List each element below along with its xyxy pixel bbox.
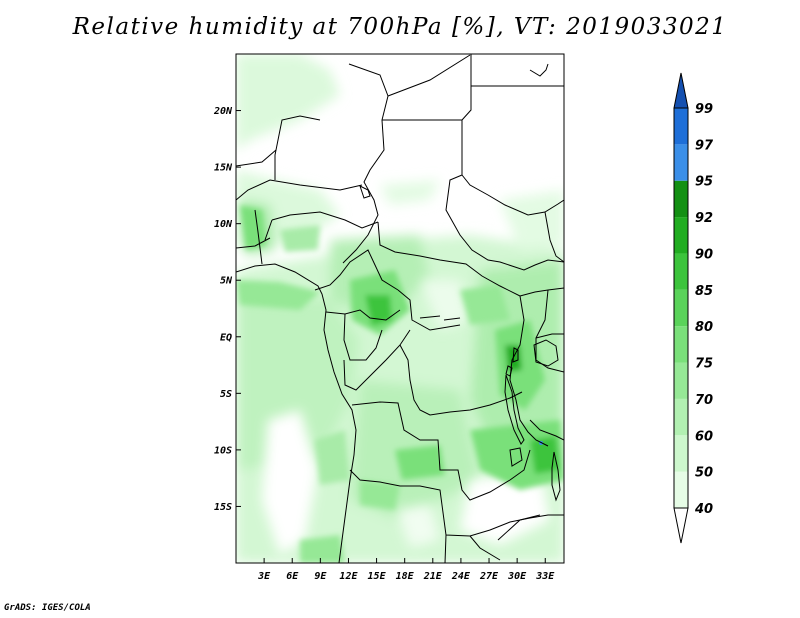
lat-tick-label: 5N bbox=[220, 276, 233, 287]
map-frame bbox=[235, 53, 565, 564]
lon-tick-label: 27E bbox=[479, 571, 499, 582]
colorbar-label: 92 bbox=[695, 211, 713, 226]
colorbar-segment bbox=[674, 144, 688, 181]
lon-tick-label: 3E bbox=[257, 571, 271, 582]
colorbar-segment bbox=[674, 435, 688, 472]
latitude-axis: 20N 15N 10N 5N EQ 5S 10S 15S bbox=[213, 106, 241, 513]
colorbar-label: 95 bbox=[695, 175, 713, 190]
colorbar-label: 80 bbox=[695, 320, 713, 335]
longitude-axis: 3E 6E 9E 12E 15E 18E 21E 24E 27E 30E 33E bbox=[257, 558, 555, 582]
country-borders bbox=[236, 54, 564, 563]
lon-tick-label: 6E bbox=[286, 571, 299, 582]
colorbar-segment bbox=[674, 362, 688, 399]
colorbar-label: 99 bbox=[695, 102, 713, 117]
colorbar-segment bbox=[674, 326, 688, 363]
humidity-field bbox=[236, 54, 564, 563]
lat-tick-label: 15N bbox=[214, 163, 233, 174]
map-title: Relative humidity at 700hPa [%], VT: 201… bbox=[72, 14, 728, 40]
lon-tick-label: 24E bbox=[451, 571, 471, 582]
lon-tick-label: 18E bbox=[396, 571, 415, 582]
lon-tick-label: 15E bbox=[368, 571, 387, 582]
colorbar: 40 50 60 70 75 80 85 90 92 95 97 99 bbox=[673, 72, 714, 544]
credit-label: GrADS: IGES/COLA bbox=[4, 603, 91, 613]
lat-tick-label: 10N bbox=[214, 219, 233, 230]
colorbar-label: 60 bbox=[695, 429, 713, 444]
colorbar-segment bbox=[674, 108, 688, 145]
lat-tick-label: 5S bbox=[220, 389, 232, 400]
colorbar-label: 90 bbox=[695, 247, 713, 262]
lon-tick-label: 9E bbox=[314, 571, 327, 582]
colorbar-segment bbox=[674, 180, 688, 218]
colorbar-segment bbox=[674, 471, 688, 508]
colorbar-label: 97 bbox=[695, 138, 714, 153]
lon-tick-label: 12E bbox=[339, 571, 358, 582]
colorbar-lower-extension bbox=[673, 507, 689, 544]
colorbar-label: 70 bbox=[695, 393, 713, 408]
lat-tick-label: 15S bbox=[214, 502, 232, 513]
lon-tick-label: 21E bbox=[423, 571, 443, 582]
lat-tick-label: 10S bbox=[214, 445, 232, 456]
colorbar-label: 40 bbox=[694, 502, 713, 517]
lat-tick-label: EQ bbox=[220, 332, 232, 343]
colorbar-label: 50 bbox=[695, 466, 713, 481]
lat-tick-label: 20N bbox=[213, 106, 233, 117]
colorbar-upper-extension bbox=[673, 72, 689, 109]
lon-tick-label: 33E bbox=[535, 571, 555, 582]
colorbar-label: 85 bbox=[695, 284, 713, 299]
colorbar-segment bbox=[674, 217, 688, 254]
colorbar-label: 75 bbox=[695, 357, 713, 372]
colorbar-segment bbox=[674, 253, 688, 290]
lon-tick-label: 30E bbox=[507, 571, 527, 582]
colorbar-segment bbox=[674, 289, 688, 327]
colorbar-outline bbox=[673, 107, 689, 509]
colorbar-segment bbox=[674, 398, 688, 436]
